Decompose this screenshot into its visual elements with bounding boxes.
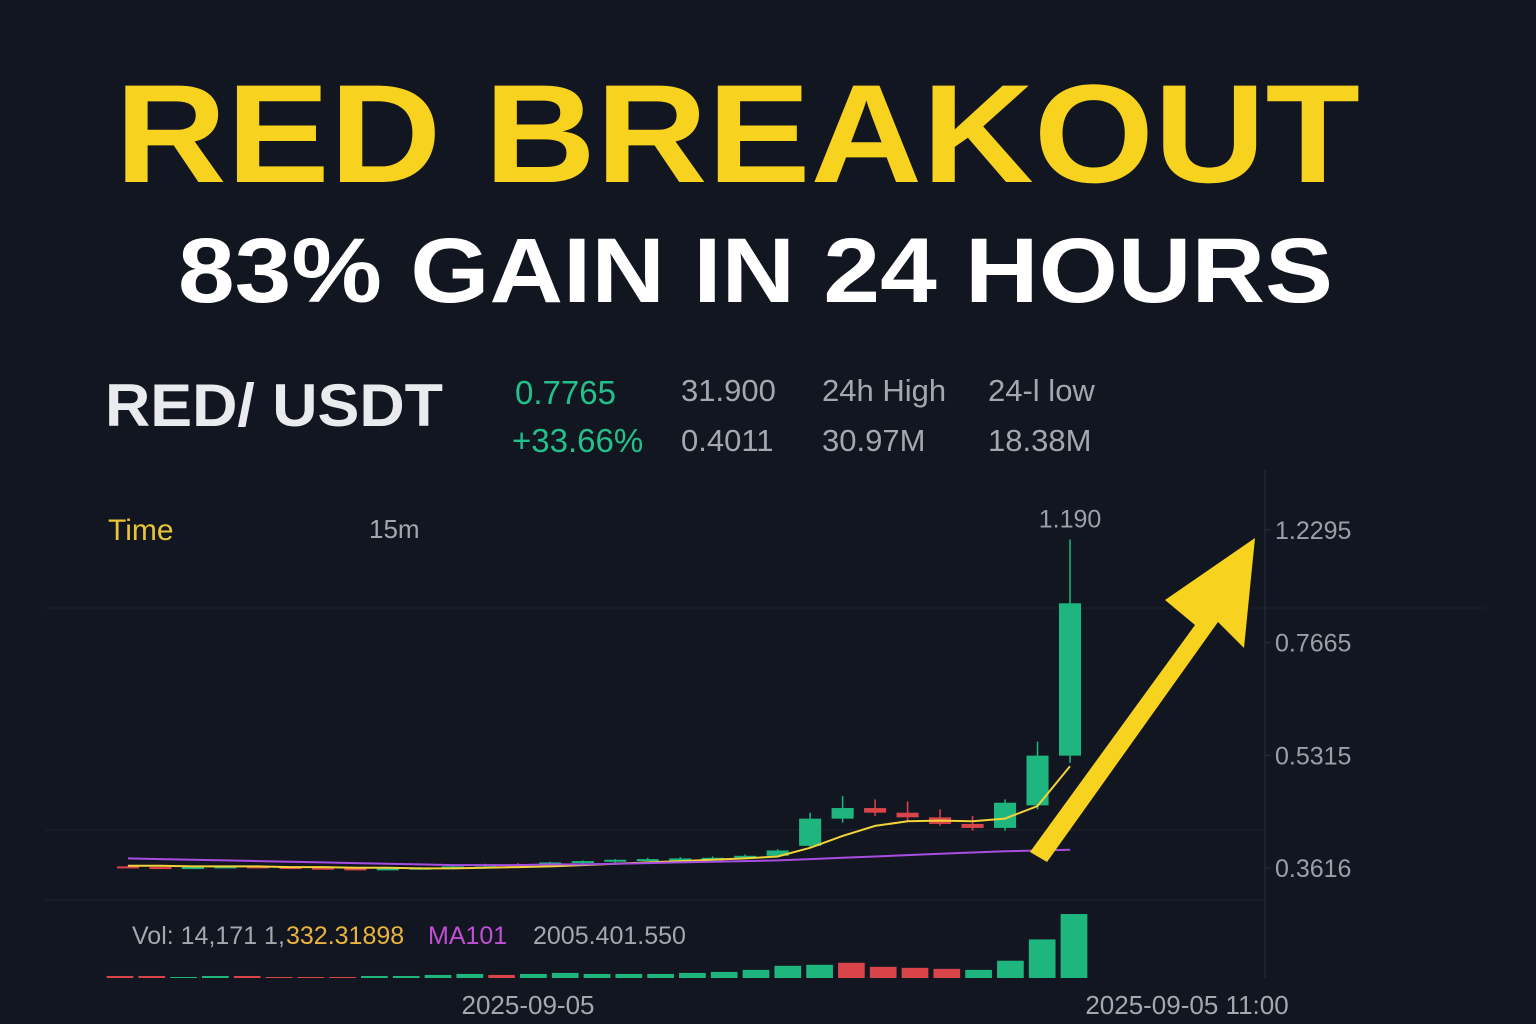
volume-text: MA101 (428, 922, 507, 950)
volume-bar (710, 971, 738, 978)
candle-body (344, 868, 367, 871)
pair: RED/ USDT (105, 372, 443, 439)
candle-body (604, 859, 627, 862)
volume-bar (551, 972, 579, 978)
chart-label: Time (108, 514, 174, 547)
volume-bar (615, 973, 643, 978)
volume-bar (520, 973, 547, 978)
candle-body (636, 859, 659, 862)
candle-body (181, 867, 205, 870)
volume-bar (297, 976, 325, 978)
y-tick-label: 1.2295 (1275, 517, 1351, 545)
candle-body (734, 855, 757, 858)
stat: 18.38M (988, 423, 1091, 458)
stat: 31.900 (681, 373, 776, 408)
candle-body (864, 808, 887, 813)
candle-body (961, 823, 984, 828)
candle-body (799, 818, 822, 846)
change: +33.66% (512, 422, 643, 459)
volume-bar (901, 967, 929, 978)
volume-bar (202, 975, 229, 978)
peak-label: 1.190 (1039, 506, 1102, 534)
volume-bar (583, 973, 611, 978)
candle-body (1058, 603, 1082, 756)
candle-body (571, 861, 594, 864)
volume-bar (488, 974, 515, 978)
volume-bar (392, 975, 420, 978)
subheadline: 83% GAIN IN 24 HOURS (178, 220, 1333, 322)
volume-bar (456, 973, 484, 978)
volume-bar (265, 976, 293, 978)
volume-bar (1060, 914, 1088, 978)
candle-body (1026, 755, 1049, 806)
candle-body (311, 867, 334, 870)
volume-bar (106, 975, 134, 978)
candle-body (149, 867, 172, 870)
volume-bar (742, 969, 770, 978)
y-tick-label: 0.3616 (1275, 855, 1351, 883)
stat: 0.4011 (681, 423, 774, 458)
volume-bar (170, 976, 197, 978)
volume-bar (997, 960, 1024, 978)
stat: 24-l low (988, 373, 1095, 408)
volume-text: 2005.401.550 (533, 922, 686, 950)
volume-bar (869, 966, 897, 978)
volume-text: 332.31898 (286, 922, 404, 950)
volume-bar (1028, 939, 1056, 978)
stat: 24h High (822, 373, 946, 408)
ma-line (127, 848, 1071, 867)
volume-bar (233, 975, 261, 978)
volume-bar (774, 965, 802, 978)
candle-body (376, 868, 399, 871)
candle-body (993, 802, 1017, 828)
volume-bar (329, 976, 356, 978)
volume-bar (424, 974, 452, 978)
price: 0.7765 (515, 374, 616, 411)
candle-body (701, 857, 724, 860)
candle-body (246, 866, 269, 869)
stat: 30.97M (822, 423, 925, 458)
y-tick-label: 0.7665 (1275, 630, 1351, 658)
volume-bar (361, 975, 388, 978)
volume-bar (838, 962, 865, 978)
y-tick-label: 0.5315 (1275, 742, 1351, 770)
volume-text: Vol: 14,171 1, (132, 922, 285, 950)
interval: 15m (369, 514, 420, 544)
headline: RED BREAKOUT (115, 55, 1360, 212)
arrow (1030, 538, 1255, 862)
ma-line (128, 765, 1071, 870)
volume-bar (679, 972, 706, 978)
plot: 0.3616 0.5315 0.7665 1.2295 1.190 (106, 506, 1351, 978)
candle-body (214, 866, 237, 869)
candle-body (896, 812, 919, 818)
candle-body (831, 808, 854, 819)
candle-body (116, 866, 140, 869)
volume-bar (806, 964, 833, 978)
volume-bar (647, 973, 674, 978)
candle-body (669, 858, 692, 861)
x-date: 2025-09-05 11:00 (1085, 990, 1288, 1020)
volume-bar (933, 968, 961, 978)
volume-bar (138, 975, 166, 978)
candle-body (766, 850, 789, 856)
x-date: 2025-09-05 (462, 990, 595, 1020)
volume-bar (965, 969, 992, 978)
